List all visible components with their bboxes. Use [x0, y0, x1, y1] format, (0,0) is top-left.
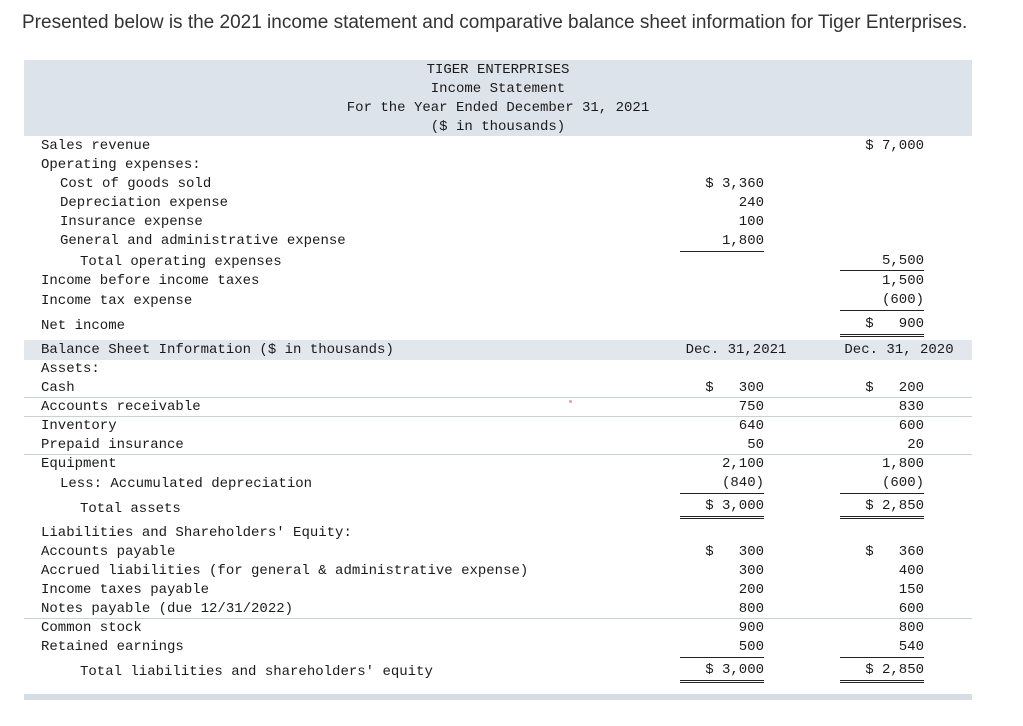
tax-label: Income tax expense — [41, 293, 193, 309]
asset-label: Accounts receivable — [41, 399, 201, 415]
net-income-label: Net income — [41, 318, 126, 334]
liability-label: Income taxes payable — [41, 582, 210, 598]
row-divider — [24, 397, 972, 398]
expense-label: Depreciation expense — [60, 195, 229, 211]
assets-label: Assets: — [41, 361, 100, 377]
balance-sheet-band — [24, 340, 972, 360]
expense-value: 100 — [738, 214, 764, 230]
total-assets-2021: $ 3,000 — [680, 497, 764, 519]
row-divider — [24, 454, 972, 455]
row-divider — [24, 618, 972, 619]
asset-value-2020: 1,800 — [881, 456, 924, 472]
asset-value-2020: 20 — [907, 437, 924, 453]
expense-value: 1,800 — [680, 232, 764, 252]
asset-value-2021: 750 — [738, 399, 764, 415]
statement-period: For the Year Ended December 31, 2021 — [346, 100, 650, 116]
liability-value-2020: 600 — [898, 601, 924, 617]
statement-header — [24, 60, 972, 136]
liability-value-2020: 540 — [840, 638, 924, 658]
asset-value-2021: 640 — [738, 418, 764, 434]
liability-value-2021: 200 — [738, 582, 764, 598]
expense-value: 240 — [738, 195, 764, 211]
asset-label: Cash — [41, 380, 75, 396]
expense-value: $ 3,360 — [705, 176, 764, 192]
asset-value-2021: 50 — [747, 437, 764, 453]
intro-text: Presented below is the 2021 income state… — [22, 12, 968, 33]
liability-value-2021: 900 — [738, 620, 764, 636]
total-opex-label: Total operating expenses — [80, 254, 282, 270]
liability-label: Common stock — [41, 620, 142, 636]
total-liabilities-2020: $ 2,850 — [840, 661, 924, 683]
liability-label: Accounts payable — [41, 544, 176, 560]
asset-value-2020: (600) — [840, 474, 924, 494]
total-opex-value: 5,500 — [840, 252, 924, 271]
asset-value-2021: $ 300 — [705, 380, 764, 396]
liability-label: Notes payable (due 12/31/2022) — [41, 601, 294, 617]
liability-value-2020: 150 — [898, 582, 924, 598]
stray-mark — [569, 400, 572, 403]
table-footer-bar — [24, 694, 972, 700]
liability-value-2021: $ 300 — [705, 544, 764, 560]
liability-value-2020: 400 — [898, 563, 924, 579]
liability-value-2020: $ 360 — [865, 544, 924, 560]
liability-value-2020: 800 — [898, 620, 924, 636]
liability-label: Accrued liabilities (for general & admin… — [41, 563, 529, 579]
sales-label: Sales revenue — [41, 138, 151, 154]
asset-label: Equipment — [41, 456, 117, 472]
liability-label: Retained earnings — [41, 639, 184, 655]
tax-value: (600) — [840, 291, 924, 311]
total-liabilities-2021: $ 3,000 — [680, 661, 764, 683]
asset-value-2021: (840) — [680, 474, 764, 494]
total-assets-2020: $ 2,850 — [840, 497, 924, 519]
liability-value-2021: 800 — [738, 601, 764, 617]
asset-value-2020: 600 — [898, 418, 924, 434]
expense-label: General and administrative expense — [60, 233, 346, 249]
col-header-2020: Dec. 31, 2020 — [844, 342, 954, 358]
sales-value: $ 7,000 — [865, 138, 924, 154]
statement-units: ($ in thousands) — [430, 119, 566, 135]
balance-section-label: Balance Sheet Information ($ in thousand… — [41, 342, 394, 358]
ibt-value: 1,500 — [881, 273, 924, 289]
liability-value-2021: 300 — [738, 563, 764, 579]
asset-value-2020: 830 — [898, 399, 924, 415]
asset-value-2021: 2,100 — [721, 456, 764, 472]
asset-value-2020: $ 200 — [865, 380, 924, 396]
total-assets-label: Total assets — [80, 501, 181, 517]
asset-label: Less: Accumulated depreciation — [60, 476, 313, 492]
company-name: TIGER ENTERPRISES — [426, 62, 570, 78]
col-header-2021: Dec. 31,2021 — [685, 342, 787, 358]
expense-label: Cost of goods sold — [60, 176, 212, 192]
row-divider — [24, 416, 972, 417]
net-income-value: $ 900 — [840, 315, 924, 337]
asset-label: Inventory — [41, 418, 117, 434]
liabilities-label: Liabilities and Shareholders' Equity: — [41, 525, 352, 541]
asset-label: Prepaid insurance — [41, 437, 184, 453]
ibt-label: Income before income taxes — [41, 273, 260, 289]
statement-title: Income Statement — [430, 81, 566, 97]
liability-value-2021: 500 — [680, 638, 764, 658]
expense-label: Insurance expense — [60, 214, 203, 230]
opex-label: Operating expenses: — [41, 157, 201, 173]
total-liabilities-label: Total liabilities and shareholders' equi… — [80, 664, 433, 680]
